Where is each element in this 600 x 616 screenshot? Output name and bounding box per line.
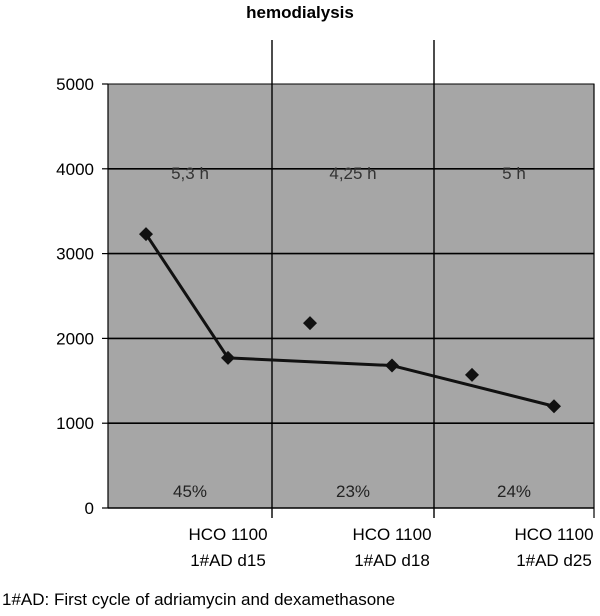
y-tick-label: 5000 [56, 75, 94, 94]
percent-label: 23% [336, 482, 370, 501]
y-tick-label: 4000 [56, 160, 94, 179]
x-tick-label: HCO 1100 [514, 525, 593, 544]
duration-label: 5,3 h [171, 164, 209, 183]
chart-title: hemodialysis [246, 3, 354, 22]
data-point [303, 316, 317, 331]
y-tick-label: 1000 [56, 414, 94, 433]
duration-label: 5 h [502, 164, 526, 183]
y-tick-label: 2000 [56, 329, 94, 348]
data-point [221, 350, 235, 365]
series-line [144, 233, 555, 408]
x-tick-label: HCO 1100 [188, 525, 267, 544]
data-point [465, 367, 479, 382]
y-tick-label: 3000 [56, 245, 94, 264]
x-tick-label: 1#AD d25 [516, 551, 592, 570]
plot-area [107, 83, 595, 509]
data-point [385, 358, 399, 373]
chart-svg: 0 1000 2000 3000 4000 5000 5,3 h 45% HCO 1100 1#A… [56, 40, 595, 570]
duration-label: 4,25 h [329, 164, 376, 183]
percent-label: 24% [497, 482, 531, 501]
data-point [547, 399, 561, 414]
x-tick-label: 1#AD d18 [354, 551, 430, 570]
x-tick-label: HCO 1100 [352, 525, 431, 544]
percent-label: 45% [173, 482, 207, 501]
y-tick-label: 0 [85, 499, 94, 518]
x-tick-label: 1#AD d15 [190, 551, 266, 570]
footnote: 1#AD: First cycle of adriamycin and dexa… [2, 590, 396, 609]
data-point [139, 227, 153, 242]
